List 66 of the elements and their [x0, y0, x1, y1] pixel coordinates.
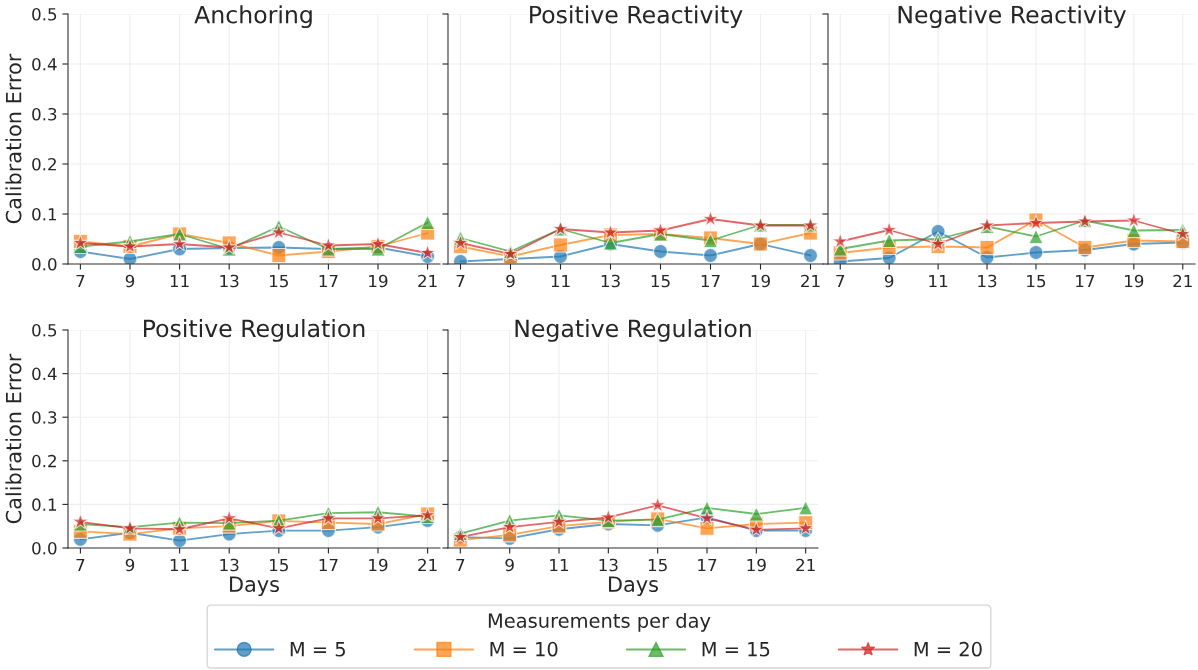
x-tick-label: 9 — [506, 274, 515, 288]
y-tick-label: 0.0 — [32, 257, 57, 271]
x-tick-label: 15 — [270, 558, 288, 572]
y-tick-label: 0.3 — [32, 411, 57, 424]
y-axis-title: Calibration Error — [5, 53, 22, 224]
x-tick-label: 15 — [1027, 274, 1046, 288]
x-tick-label: 21 — [418, 274, 437, 288]
y-tick-label: 0.5 — [32, 7, 57, 21]
legend-label: M = 20 — [914, 641, 982, 657]
x-tick-label: 19 — [747, 558, 766, 572]
x-tick-label: 11 — [550, 558, 569, 572]
x-tick-label: 17 — [319, 558, 338, 572]
y-tick-label: 0.1 — [32, 207, 57, 221]
x-tick-label: 11 — [929, 274, 948, 288]
legend-title: Measurements per day — [488, 612, 711, 632]
y-tick-label: 0.4 — [32, 57, 57, 71]
y-tick-label: 0.0 — [32, 541, 57, 555]
y-tick-label: 0.5 — [32, 323, 57, 337]
chart-title: Positive Reactivity — [530, 5, 743, 29]
x-tick-label: 17 — [1076, 274, 1095, 288]
x-tick-label: 15 — [651, 274, 670, 288]
y-tick-label: 0.1 — [32, 498, 57, 511]
x-tick-label: 15 — [270, 274, 288, 288]
x-tick-label: 21 — [418, 558, 437, 572]
x-tick-label: 11 — [170, 558, 189, 572]
legend-label: M = 15 — [702, 642, 770, 657]
x-tick-label: 13 — [978, 274, 997, 288]
x-tick-label: 17 — [698, 558, 717, 572]
y-tick-label: 0.2 — [32, 454, 56, 468]
x-tick-label: 11 — [551, 274, 570, 288]
legend-label: M = 10 — [490, 641, 558, 657]
x-tick-label: 13 — [601, 274, 620, 288]
x-tick-label: 13 — [220, 274, 239, 288]
x-tick-label: 17 — [319, 274, 338, 288]
y-tick-label: 0.4 — [32, 367, 57, 381]
x-tick-label: 7 — [76, 274, 85, 288]
x-axis-title: Days — [230, 576, 279, 597]
x-tick-label: 13 — [220, 558, 239, 572]
x-tick-label: 19 — [751, 274, 770, 288]
chart-title: Anchoring — [194, 5, 312, 29]
legend-label: M = 5 — [290, 642, 345, 657]
y-tick-label: 0.3 — [32, 107, 57, 121]
y-tick-label: 0.2 — [32, 157, 56, 171]
chart-title: Negative Regulation — [515, 318, 751, 342]
x-tick-label: 7 — [836, 274, 845, 288]
chart-title: Positive Regulation — [144, 318, 365, 342]
x-tick-label: 17 — [701, 274, 720, 288]
x-tick-label: 9 — [125, 558, 135, 572]
x-tick-label: 7 — [456, 558, 465, 572]
x-tick-label: 11 — [170, 274, 189, 288]
x-axis-title: Days — [609, 576, 658, 597]
x-tick-label: 9 — [505, 558, 514, 572]
x-tick-label: 19 — [1125, 274, 1144, 288]
x-tick-label: 21 — [801, 274, 820, 288]
x-tick-label: 21 — [1173, 274, 1192, 288]
x-tick-label: 13 — [599, 558, 618, 572]
x-tick-label: 21 — [796, 558, 815, 572]
x-tick-label: 19 — [369, 558, 388, 572]
x-tick-label: 9 — [125, 274, 135, 288]
x-tick-label: 9 — [884, 274, 894, 288]
x-tick-label: 19 — [369, 274, 388, 288]
y-axis-title: Calibration Error — [5, 353, 22, 524]
x-tick-label: 7 — [456, 274, 465, 288]
chart-title: Negative Reactivity — [898, 5, 1126, 29]
x-tick-label: 7 — [76, 558, 85, 572]
x-tick-label: 15 — [648, 558, 667, 572]
